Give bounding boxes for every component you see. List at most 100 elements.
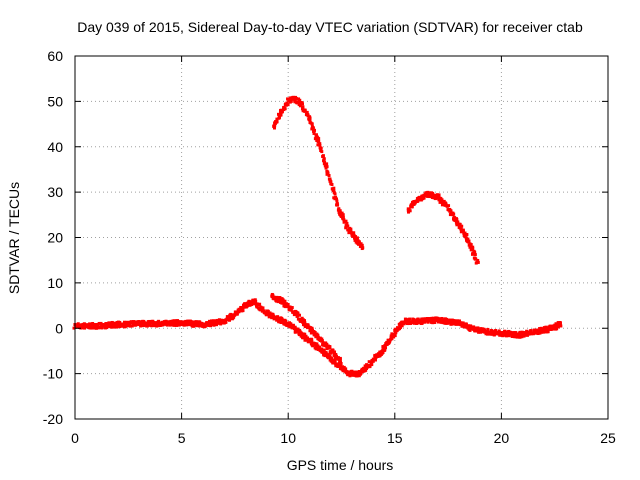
data-point	[342, 218, 346, 222]
y-axis-label: SDTVAR / TECUs	[6, 182, 22, 294]
data-point	[289, 323, 293, 327]
data-point	[328, 346, 332, 350]
data-point	[313, 331, 317, 335]
data-point	[186, 319, 190, 323]
data-point	[336, 208, 340, 212]
data-point	[479, 327, 483, 331]
data-point	[286, 303, 290, 307]
data-point	[435, 193, 439, 197]
data-point	[122, 322, 126, 326]
data-point	[128, 324, 132, 328]
gridlines	[75, 56, 608, 419]
data-point	[513, 335, 517, 339]
data-point	[274, 299, 278, 303]
data-point	[468, 328, 472, 332]
data-point	[401, 320, 405, 324]
data-point	[330, 187, 334, 191]
data-point	[492, 333, 496, 337]
data-point	[345, 371, 349, 375]
data-point	[97, 325, 101, 329]
data-point	[303, 321, 307, 325]
data-point	[328, 354, 332, 358]
data-point	[228, 316, 232, 320]
data-point	[338, 209, 342, 213]
data-point	[335, 199, 339, 203]
data-point	[377, 353, 381, 357]
data-point	[398, 323, 402, 327]
data-point	[360, 243, 364, 247]
data-point	[312, 129, 316, 133]
data-point	[352, 231, 356, 235]
data-point	[296, 317, 300, 321]
data-point	[534, 330, 538, 334]
data-point	[364, 368, 368, 372]
data-point	[286, 304, 290, 308]
data-point	[233, 313, 237, 317]
data-point	[431, 316, 435, 320]
data-point	[536, 332, 540, 336]
data-point	[311, 330, 315, 334]
data-point	[453, 322, 457, 326]
data-point	[317, 139, 321, 143]
data-point	[442, 199, 446, 203]
data-point	[311, 344, 315, 348]
data-point	[303, 332, 307, 336]
data-point	[150, 320, 154, 324]
data-point	[390, 334, 394, 338]
data-point	[225, 317, 229, 321]
data-point	[467, 239, 471, 243]
data-point	[359, 242, 363, 246]
data-point	[215, 323, 219, 327]
data-point	[319, 147, 323, 151]
data-point	[449, 210, 453, 214]
data-point	[418, 318, 422, 322]
data-point	[367, 360, 371, 364]
data-point	[504, 330, 508, 334]
data-point	[374, 355, 378, 359]
data-point	[304, 334, 308, 338]
data-point	[320, 150, 324, 154]
data-point	[323, 354, 327, 358]
data-point	[105, 326, 109, 330]
data-point	[272, 124, 276, 128]
data-point	[284, 323, 288, 327]
data-point	[212, 319, 216, 323]
data-point	[276, 317, 280, 321]
data-point	[165, 323, 169, 327]
data-point	[333, 360, 337, 364]
data-point	[338, 357, 342, 361]
data-point	[548, 327, 552, 331]
data-point	[410, 205, 414, 209]
data-point	[412, 321, 416, 325]
data-point	[308, 118, 312, 122]
data-point	[313, 342, 317, 346]
data-point	[91, 326, 95, 330]
data-point	[89, 326, 93, 330]
data-point	[407, 207, 411, 211]
data-point	[306, 324, 310, 328]
data-point	[134, 322, 138, 326]
data-point	[182, 323, 186, 327]
data-point	[241, 309, 245, 313]
data-point	[457, 319, 461, 323]
data-point	[243, 302, 247, 306]
data-point	[496, 332, 500, 336]
data-point	[339, 362, 343, 366]
data-point	[340, 211, 344, 215]
data-point	[388, 339, 392, 343]
data-point	[87, 326, 91, 330]
data-point	[297, 100, 301, 104]
y-tick-label: 20	[47, 230, 63, 246]
data-point	[145, 323, 149, 327]
data-point	[355, 236, 359, 240]
data-point	[559, 324, 563, 328]
data-point	[357, 240, 361, 244]
data-point	[253, 302, 257, 306]
data-point	[476, 258, 480, 262]
data-point	[380, 349, 384, 353]
data-point	[142, 319, 146, 323]
data-point	[235, 312, 239, 316]
data-point	[525, 333, 529, 337]
data-point	[301, 105, 305, 109]
data-point	[282, 106, 286, 110]
